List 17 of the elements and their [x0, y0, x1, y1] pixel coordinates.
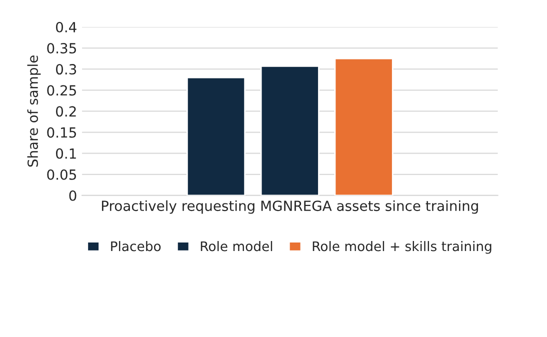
bar — [334, 58, 394, 196]
y-tick-label: 0.05 — [47, 169, 76, 180]
legend-label: Role model — [200, 241, 272, 252]
y-tick-label: 0.15 — [47, 127, 76, 138]
legend-label: Role model + skills training — [312, 241, 492, 254]
y-tick-label: 0.25 — [47, 85, 76, 96]
bar — [186, 76, 246, 196]
y-axis-title: Share of sample — [27, 56, 41, 167]
y-tick-label: 0.4 — [56, 22, 76, 32]
y-tick-label: 0.35 — [47, 42, 76, 54]
y-tick-label: 0.1 — [56, 148, 76, 159]
y-tick-label: 0.3 — [56, 64, 76, 75]
legend-label: Placebo — [111, 241, 161, 252]
y-tick-label: 0 — [69, 190, 76, 201]
y-tick-label: 0.2 — [56, 106, 76, 117]
bar — [260, 65, 320, 196]
x-tick-label: Proactively requesting MGNREGA assets since training — [102, 200, 478, 214]
